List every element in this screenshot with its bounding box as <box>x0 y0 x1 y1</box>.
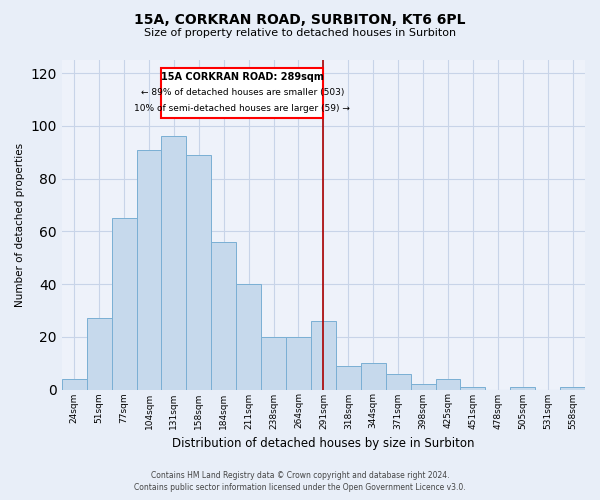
Text: Contains HM Land Registry data © Crown copyright and database right 2024.
Contai: Contains HM Land Registry data © Crown c… <box>134 471 466 492</box>
Text: 15A, CORKRAN ROAD, SURBITON, KT6 6PL: 15A, CORKRAN ROAD, SURBITON, KT6 6PL <box>134 12 466 26</box>
Y-axis label: Number of detached properties: Number of detached properties <box>15 142 25 307</box>
Bar <box>460 387 485 390</box>
X-axis label: Distribution of detached houses by size in Surbiton: Distribution of detached houses by size … <box>172 437 475 450</box>
Bar <box>112 218 137 390</box>
Text: 15A CORKRAN ROAD: 289sqm: 15A CORKRAN ROAD: 289sqm <box>161 72 324 82</box>
Text: 10% of semi-detached houses are larger (59) →: 10% of semi-detached houses are larger (… <box>134 104 350 114</box>
Bar <box>361 363 386 390</box>
Bar <box>236 284 261 390</box>
Bar <box>510 387 535 390</box>
Bar <box>261 337 286 390</box>
Bar <box>137 150 161 390</box>
Text: ← 89% of detached houses are smaller (503): ← 89% of detached houses are smaller (50… <box>141 88 344 98</box>
FancyBboxPatch shape <box>161 68 323 118</box>
Text: Size of property relative to detached houses in Surbiton: Size of property relative to detached ho… <box>144 28 456 38</box>
Bar <box>560 387 585 390</box>
Bar <box>336 366 361 390</box>
Bar <box>286 337 311 390</box>
Bar <box>410 384 436 390</box>
Bar <box>211 242 236 390</box>
Bar <box>311 321 336 390</box>
Bar <box>161 136 187 390</box>
Bar <box>187 155 211 390</box>
Bar <box>386 374 410 390</box>
Bar <box>62 379 87 390</box>
Bar <box>87 318 112 390</box>
Bar <box>436 379 460 390</box>
